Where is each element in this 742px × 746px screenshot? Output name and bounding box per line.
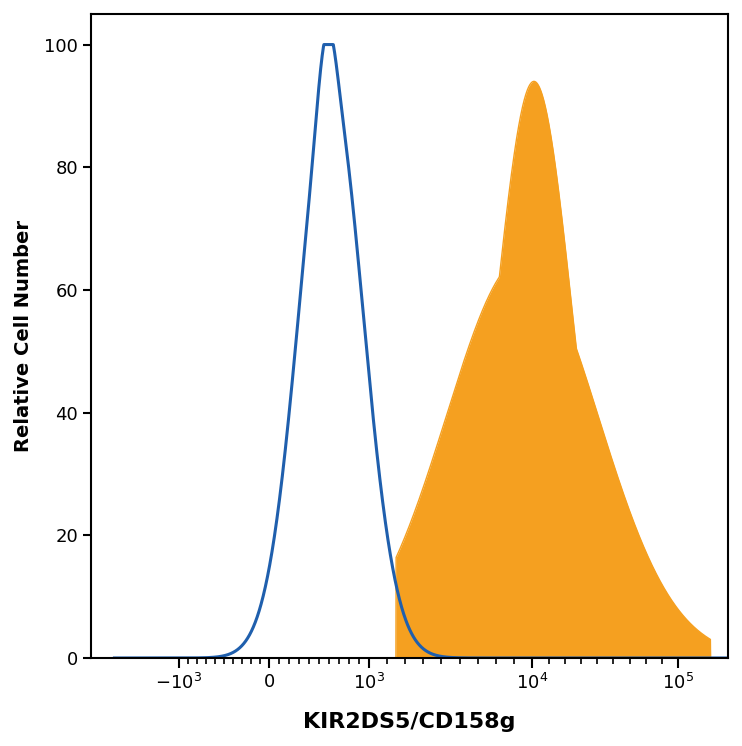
X-axis label: KIR2DS5/CD158g: KIR2DS5/CD158g — [303, 712, 516, 732]
Y-axis label: Relative Cell Number: Relative Cell Number — [14, 220, 33, 452]
